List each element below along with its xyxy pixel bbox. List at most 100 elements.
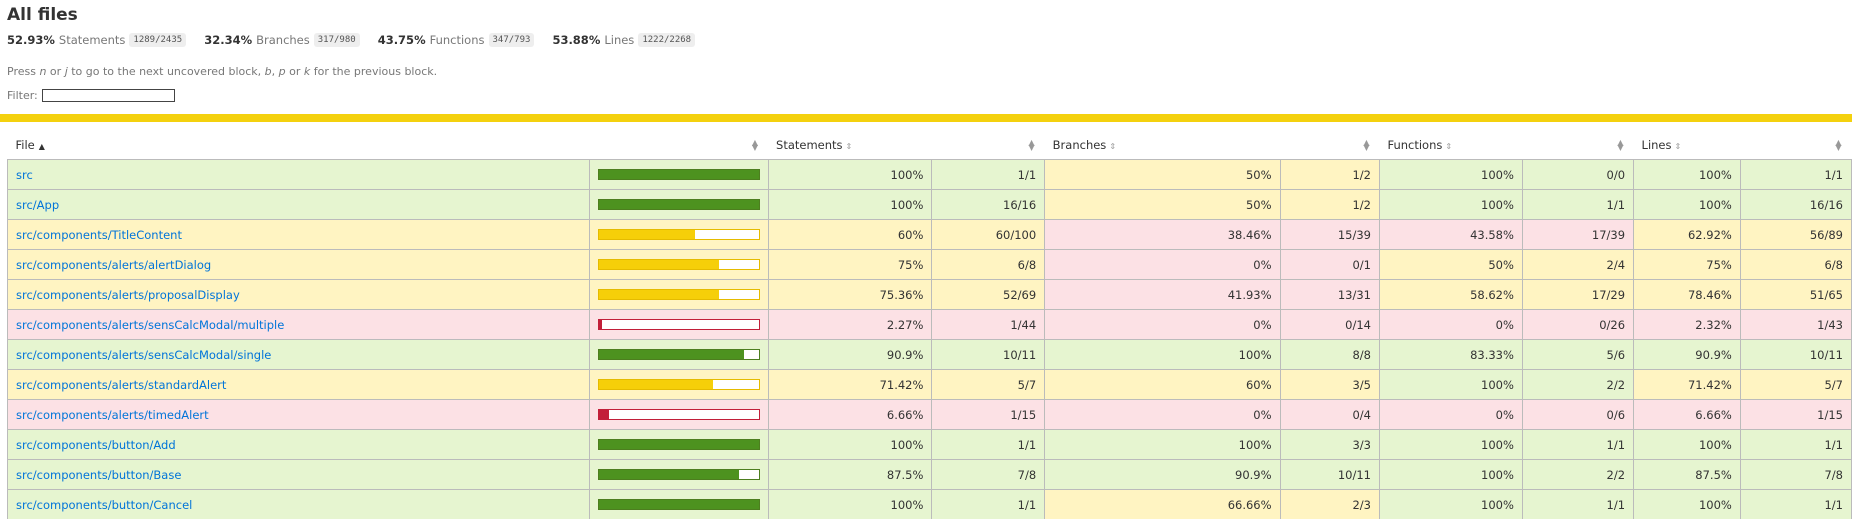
coverage-bar-fill: [598, 290, 720, 299]
column-header-file[interactable]: File ▲: [8, 131, 590, 160]
branches-fraction-cell: 2/3: [1279, 489, 1380, 519]
statements-pct-cell: 100%: [767, 159, 933, 190]
statements-pct-cell: 71.42%: [767, 369, 933, 400]
column-header-lines[interactable]: Lines ⇕: [1634, 131, 1741, 160]
lines-fraction-cell: 6/8: [1739, 249, 1852, 280]
file-link[interactable]: src/components/alerts/sensCalcModal/mult…: [16, 317, 285, 332]
sort-icon: ⇕: [845, 142, 853, 151]
filter-input[interactable]: [41, 89, 175, 102]
statements-pct-cell: 75.36%: [767, 279, 933, 310]
coverage-bar: [597, 409, 760, 420]
sort-icon: ⇕: [1445, 142, 1453, 151]
lines-fraction-cell: 10/11: [1739, 339, 1852, 370]
coverage-summary: 52.93% Statements 1289/2435 32.34% Branc…: [7, 31, 713, 49]
statements-fraction-cell: 6/8: [931, 249, 1046, 280]
file-cell: src/components/alerts/timedAlert: [7, 399, 590, 430]
hint-text: to go to the next uncovered block,: [67, 65, 265, 78]
lines-fraction-cell: 7/8: [1739, 459, 1852, 490]
coverage-bar-cell: [588, 489, 769, 519]
branches-fraction-cell: 1/2: [1279, 159, 1380, 190]
table-row: src/components/alerts/timedAlert 6.66% 1/1…: [7, 399, 1852, 430]
branches-fraction-cell: 10/11: [1279, 459, 1380, 490]
branches-fraction-cell: 0/14: [1279, 309, 1380, 340]
coverage-bar: [597, 439, 760, 450]
coverage-bar: [597, 379, 760, 390]
coverage-bar-cell: [588, 459, 769, 490]
coverage-bar: [597, 289, 760, 300]
lines-pct-cell: 75%: [1633, 249, 1741, 280]
table-row: src/components/alerts/standardAlert 71.42…: [7, 369, 1852, 400]
coverage-bar-fill: [598, 470, 739, 479]
summary-functions: 43.75% Functions 347/793: [378, 33, 535, 47]
coverage-bar-fill: [598, 500, 759, 509]
statements-pct-cell: 60%: [767, 219, 933, 250]
lines-pct-cell: 87.5%: [1633, 459, 1741, 490]
functions-fraction-cell: 2/2: [1521, 459, 1635, 490]
file-link[interactable]: src/components/button/Cancel: [16, 497, 193, 512]
branches-fraction-cell: 3/3: [1279, 429, 1380, 460]
summary-lines: 53.88% Lines 1222/2268: [552, 33, 696, 47]
column-header-functions-abs[interactable]: ▲ ▼: [1522, 131, 1633, 160]
coverage-bar-fill: [598, 170, 759, 179]
column-header-statements-label: Statements: [776, 138, 843, 152]
statements-fraction-cell: 7/8: [931, 459, 1046, 490]
coverage-bar-fill: [598, 410, 610, 419]
branches-fraction-cell: 3/5: [1279, 369, 1380, 400]
table-header-row: File ▲ ▲ ▼ Statements ⇕ ▲ ▼ Branches ⇕ ▲ ▼ Fun…: [8, 131, 1852, 160]
file-link[interactable]: src: [16, 167, 33, 182]
column-header-file-chart[interactable]: ▲ ▼: [589, 131, 768, 160]
table-row: src/components/alerts/sensCalcModal/sing…: [7, 339, 1852, 370]
file-link[interactable]: src/App: [16, 197, 60, 212]
page-title: All files: [7, 5, 78, 25]
lines-pct-cell: 90.9%: [1633, 339, 1741, 370]
file-link[interactable]: src/components/alerts/standardAlert: [16, 377, 227, 392]
lines-pct-cell: 71.42%: [1633, 369, 1741, 400]
coverage-bar: [597, 499, 760, 510]
coverage-bar-fill: [598, 380, 713, 389]
summary-statements-pct: 52.93%: [7, 33, 55, 47]
file-link[interactable]: src/components/button/Add: [16, 437, 176, 452]
branches-pct-cell: 60%: [1044, 369, 1281, 400]
branches-fraction-cell: 0/1: [1279, 249, 1380, 280]
sort-icon: ▲ ▼: [1617, 138, 1624, 152]
statements-fraction-cell: 5/7: [931, 369, 1046, 400]
coverage-bar: [597, 199, 760, 210]
table-body: src 100% 1/1 50% 1/2 100% 0/0 100% 1/1 src/App 100…: [7, 159, 1852, 519]
column-header-statements[interactable]: Statements ⇕: [768, 131, 932, 160]
branches-pct-cell: 0%: [1044, 309, 1281, 340]
filter-bar: Filter:: [7, 89, 175, 102]
functions-fraction-cell: 17/29: [1521, 279, 1635, 310]
functions-fraction-cell: 17/39: [1521, 219, 1635, 250]
file-link[interactable]: src/components/alerts/proposalDisplay: [16, 287, 240, 302]
functions-fraction-cell: 1/1: [1521, 429, 1635, 460]
summary-branches: 32.34% Branches 317/980: [204, 33, 360, 47]
hint-key-b: b: [264, 65, 272, 78]
column-header-branches[interactable]: Branches ⇕: [1045, 131, 1280, 160]
lines-fraction-cell: 1/1: [1739, 429, 1852, 460]
hint-key-k: k: [303, 65, 311, 78]
lines-fraction-cell: 1/43: [1739, 309, 1852, 340]
functions-pct-cell: 100%: [1378, 429, 1523, 460]
column-header-file-label: File: [15, 138, 35, 152]
sort-icon: ⇕: [1674, 142, 1682, 151]
summary-branches-fraction: 317/980: [313, 33, 360, 47]
file-link[interactable]: src/components/TitleContent: [16, 227, 182, 242]
coverage-bar-fill: [598, 440, 759, 449]
column-header-functions[interactable]: Functions ⇕: [1379, 131, 1522, 160]
column-header-branches-label: Branches: [1052, 138, 1107, 152]
table-row: src/components/alerts/sensCalcModal/mult…: [7, 309, 1852, 340]
column-header-lines-abs[interactable]: ▲ ▼: [1740, 131, 1851, 160]
column-header-statements-abs[interactable]: ▲ ▼: [932, 131, 1045, 160]
functions-pct-cell: 0%: [1378, 309, 1523, 340]
column-header-branches-abs[interactable]: ▲ ▼: [1280, 131, 1379, 160]
file-link[interactable]: src/components/alerts/alertDialog: [16, 257, 212, 272]
summary-lines-label: Lines: [604, 33, 635, 47]
file-cell: src: [7, 159, 590, 190]
file-link[interactable]: src/components/alerts/timedAlert: [16, 407, 209, 422]
coverage-bar-fill: [598, 350, 744, 359]
branches-pct-cell: 0%: [1044, 249, 1281, 280]
file-link[interactable]: src/components/button/Base: [16, 467, 182, 482]
statements-pct-cell: 100%: [767, 489, 933, 519]
file-link[interactable]: src/components/alerts/sensCalcModal/sing…: [16, 347, 272, 362]
